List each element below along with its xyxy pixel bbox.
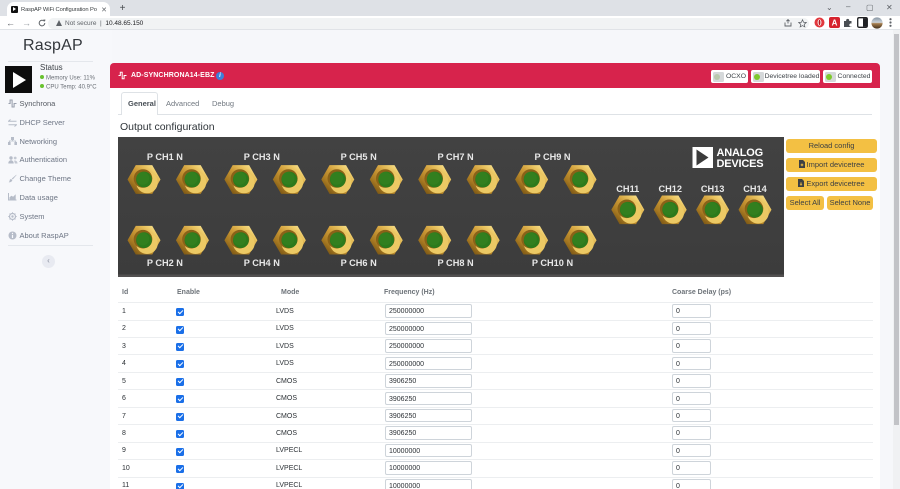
- svg-text:ANALOG: ANALOG: [717, 147, 763, 159]
- svg-text:CH14: CH14: [743, 184, 767, 194]
- svg-text:P CH8 N: P CH8 N: [438, 258, 474, 268]
- svg-text:DEVICES: DEVICES: [717, 158, 764, 170]
- svg-text:P CH1 N: P CH1 N: [147, 152, 183, 162]
- svg-text:P CH10 N: P CH10 N: [532, 258, 574, 268]
- svg-text:P CH7 N: P CH7 N: [438, 152, 474, 162]
- svg-text:P CH3 N: P CH3 N: [244, 152, 280, 162]
- svg-text:P CH4 N: P CH4 N: [244, 258, 280, 268]
- svg-text:P CH5 N: P CH5 N: [341, 152, 377, 162]
- svg-text:P CH9 N: P CH9 N: [534, 152, 570, 162]
- svg-text:CH12: CH12: [658, 184, 682, 194]
- svg-text:A: A: [832, 18, 838, 27]
- svg-text:P CH6 N: P CH6 N: [341, 258, 377, 268]
- svg-text:CH11: CH11: [616, 184, 639, 194]
- svg-text:CH13: CH13: [701, 184, 725, 194]
- svg-text:P CH2 N: P CH2 N: [147, 258, 183, 268]
